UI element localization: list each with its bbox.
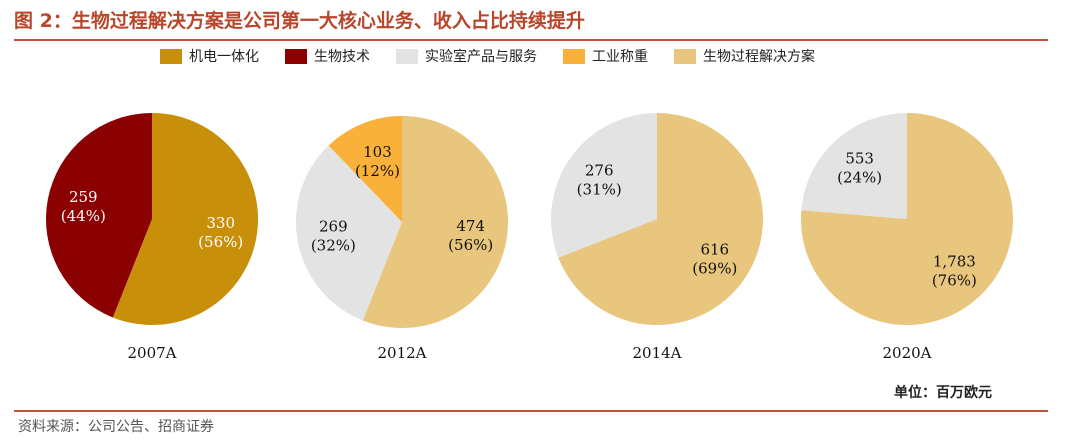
legend-label: 实验室产品与服务 bbox=[425, 49, 537, 65]
legend-label: 工业称重 bbox=[592, 49, 648, 65]
pie-slice bbox=[551, 113, 657, 258]
pie-slice bbox=[112, 113, 258, 325]
unit-note: 单位：百万欧元 bbox=[894, 385, 992, 401]
legend-swatch bbox=[563, 48, 585, 64]
slice-percent-label: (12%) bbox=[355, 162, 400, 180]
pie-slice bbox=[328, 116, 402, 222]
slice-value-label: 259 bbox=[69, 188, 98, 206]
top-divider bbox=[14, 39, 1048, 41]
legend-item: 机电一体化 bbox=[160, 46, 259, 66]
pie-slice bbox=[558, 113, 764, 325]
pie-year-label: 2014A bbox=[632, 344, 681, 362]
pie-slice bbox=[46, 113, 152, 318]
slice-value-label: 330 bbox=[206, 214, 235, 232]
pie-year-label: 2012A bbox=[377, 344, 426, 362]
slice-value-label: 474 bbox=[456, 217, 485, 235]
slice-value-label: 616 bbox=[700, 240, 729, 258]
slice-percent-label: (56%) bbox=[448, 236, 493, 254]
legend-item: 实验室产品与服务 bbox=[396, 46, 537, 66]
slice-value-label: 269 bbox=[319, 217, 348, 235]
pie-year-label: 2020A bbox=[882, 344, 931, 362]
slice-percent-label: (56%) bbox=[198, 233, 243, 251]
legend-swatch bbox=[285, 48, 307, 64]
legend: 机电一体化 生物技术 实验室产品与服务 工业称重 生物过程解决方案 bbox=[160, 46, 841, 66]
slice-value-label: 276 bbox=[585, 162, 614, 180]
slice-percent-label: (76%) bbox=[932, 271, 977, 289]
legend-swatch bbox=[160, 48, 182, 64]
slice-value-label: 553 bbox=[845, 150, 874, 168]
slice-value-label: 1,783 bbox=[933, 252, 976, 270]
source-note: 资料来源：公司公告、招商证券 bbox=[18, 419, 214, 435]
bottom-divider bbox=[14, 410, 1048, 412]
chart-title: 图 2：生物过程解决方案是公司第一大核心业务、收入占比持续提升 bbox=[14, 10, 585, 32]
slice-value-label: 103 bbox=[363, 143, 392, 161]
legend-swatch bbox=[674, 48, 696, 64]
slice-percent-label: (32%) bbox=[311, 236, 356, 254]
legend-label: 生物技术 bbox=[314, 49, 370, 65]
pie-slice bbox=[295, 145, 402, 321]
slice-percent-label: (69%) bbox=[692, 259, 737, 277]
legend-item: 生物技术 bbox=[285, 46, 370, 66]
slice-percent-label: (31%) bbox=[577, 181, 622, 199]
slice-percent-label: (24%) bbox=[837, 169, 882, 187]
legend-item: 生物过程解决方案 bbox=[674, 46, 815, 66]
legend-item: 工业称重 bbox=[563, 46, 648, 66]
legend-label: 生物过程解决方案 bbox=[703, 49, 815, 65]
legend-swatch bbox=[396, 48, 418, 64]
pie-slice bbox=[801, 113, 907, 219]
slice-percent-label: (44%) bbox=[61, 207, 106, 225]
legend-label: 机电一体化 bbox=[189, 49, 259, 65]
pie-year-label: 2007A bbox=[127, 344, 176, 362]
pie-slice bbox=[362, 116, 509, 328]
pie-slice bbox=[801, 113, 1014, 325]
